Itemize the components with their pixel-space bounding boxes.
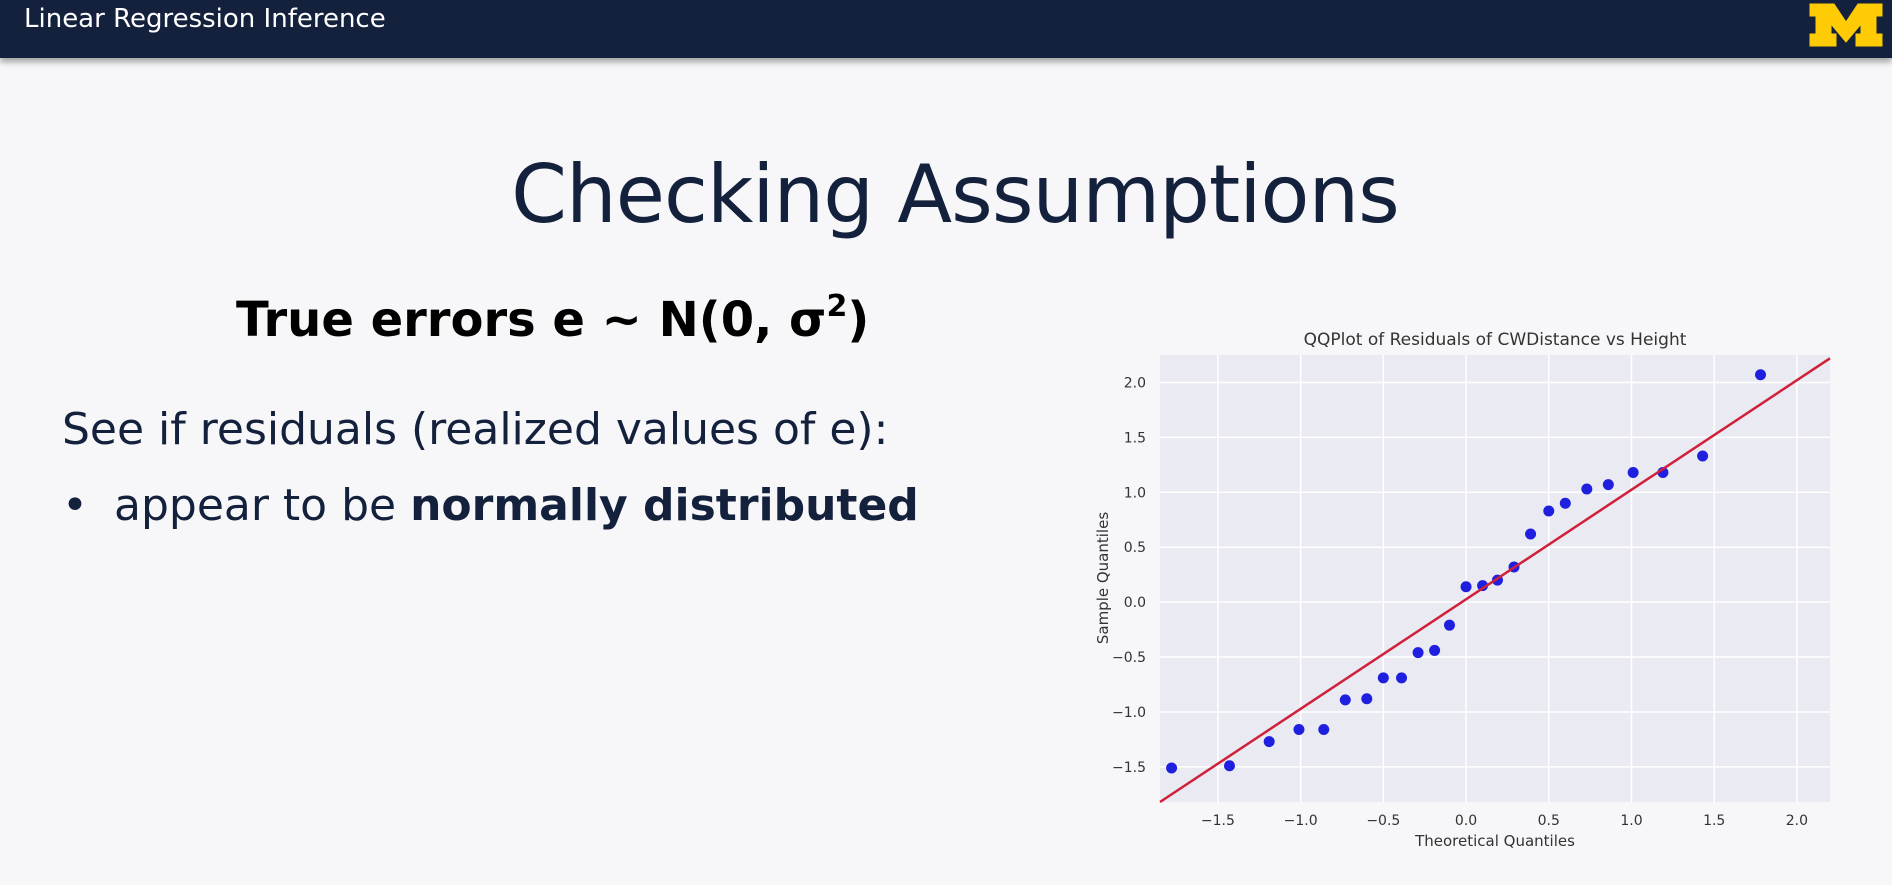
residuals-statement: See if residuals (realized values of e): bbox=[62, 404, 889, 455]
data-points bbox=[1166, 369, 1767, 774]
x-tick-label: −1.5 bbox=[1201, 813, 1235, 829]
y-axis-label: Sample Quantiles bbox=[1094, 512, 1112, 644]
y-tick-label: 0.5 bbox=[1124, 540, 1146, 556]
x-tick-label: 0.5 bbox=[1538, 813, 1560, 829]
x-tick-labels: −1.5 −1.0 −0.5 0.0 0.5 1.0 1.5 2.0 bbox=[1201, 813, 1808, 829]
data-point bbox=[1444, 619, 1456, 631]
block-m-logo-icon bbox=[1809, 3, 1883, 47]
data-point bbox=[1361, 693, 1373, 705]
data-point bbox=[1697, 450, 1709, 462]
y-tick-label: 1.0 bbox=[1124, 485, 1146, 501]
chart-title: QQPlot of Residuals of CWDistance vs Hei… bbox=[1304, 330, 1687, 350]
y-tick-label: 1.5 bbox=[1124, 430, 1146, 446]
data-point bbox=[1396, 672, 1408, 684]
assumption-heading: True errors e ~ N(0, σ2) bbox=[236, 289, 870, 349]
university-logo bbox=[1809, 3, 1883, 47]
assumption-heading-superscript: 2 bbox=[826, 289, 848, 324]
y-tick-label: −1.5 bbox=[1112, 760, 1146, 776]
bullet-marker: • bbox=[62, 480, 88, 531]
x-tick-label: 1.0 bbox=[1620, 813, 1642, 829]
x-tick-label: 0.0 bbox=[1455, 813, 1477, 829]
y-tick-label: −0.5 bbox=[1112, 650, 1146, 666]
data-point bbox=[1223, 760, 1235, 772]
y-tick-label: 0.0 bbox=[1124, 595, 1146, 611]
reference-line bbox=[1159, 357, 1831, 804]
data-point bbox=[1412, 647, 1424, 659]
data-point bbox=[1559, 497, 1571, 509]
data-point bbox=[1263, 736, 1275, 748]
x-tick-label: 2.0 bbox=[1786, 813, 1808, 829]
data-point bbox=[1429, 644, 1441, 656]
data-point bbox=[1627, 467, 1639, 479]
data-point bbox=[1602, 479, 1614, 491]
bullet-item: • appear to be normally distributed bbox=[62, 480, 919, 532]
x-tick-label: 1.5 bbox=[1703, 813, 1725, 829]
y-tick-label: 2.0 bbox=[1124, 375, 1146, 391]
data-point bbox=[1525, 528, 1537, 540]
data-point bbox=[1166, 762, 1178, 774]
x-tick-label: −1.0 bbox=[1284, 813, 1318, 829]
data-point bbox=[1543, 505, 1555, 517]
slide-header-bar: Linear Regression Inference bbox=[0, 0, 1892, 58]
data-point bbox=[1377, 672, 1389, 684]
data-point bbox=[1318, 724, 1330, 736]
assumption-heading-main: True errors e ~ N(0, σ bbox=[236, 292, 827, 348]
course-title: Linear Regression Inference bbox=[24, 4, 386, 34]
grid-y bbox=[1160, 381, 1830, 768]
assumption-heading-close: ) bbox=[847, 292, 870, 348]
data-point bbox=[1339, 694, 1351, 706]
bullet-bold-text: normally distributed bbox=[410, 480, 919, 531]
bullet-text: appear to be bbox=[114, 480, 411, 531]
slide-title: Checking Assumptions bbox=[511, 148, 1400, 241]
x-tick-label: −0.5 bbox=[1366, 813, 1400, 829]
y-tick-labels: −1.5 −1.0 −0.5 0.0 0.5 1.0 1.5 2.0 bbox=[1112, 375, 1146, 775]
x-axis-label: Theoretical Quantiles bbox=[1414, 832, 1575, 850]
data-point bbox=[1581, 483, 1593, 495]
data-point bbox=[1293, 724, 1305, 736]
data-point bbox=[1477, 580, 1489, 592]
data-point bbox=[1755, 369, 1767, 381]
y-tick-label: −1.0 bbox=[1112, 705, 1146, 721]
data-point bbox=[1460, 581, 1472, 593]
